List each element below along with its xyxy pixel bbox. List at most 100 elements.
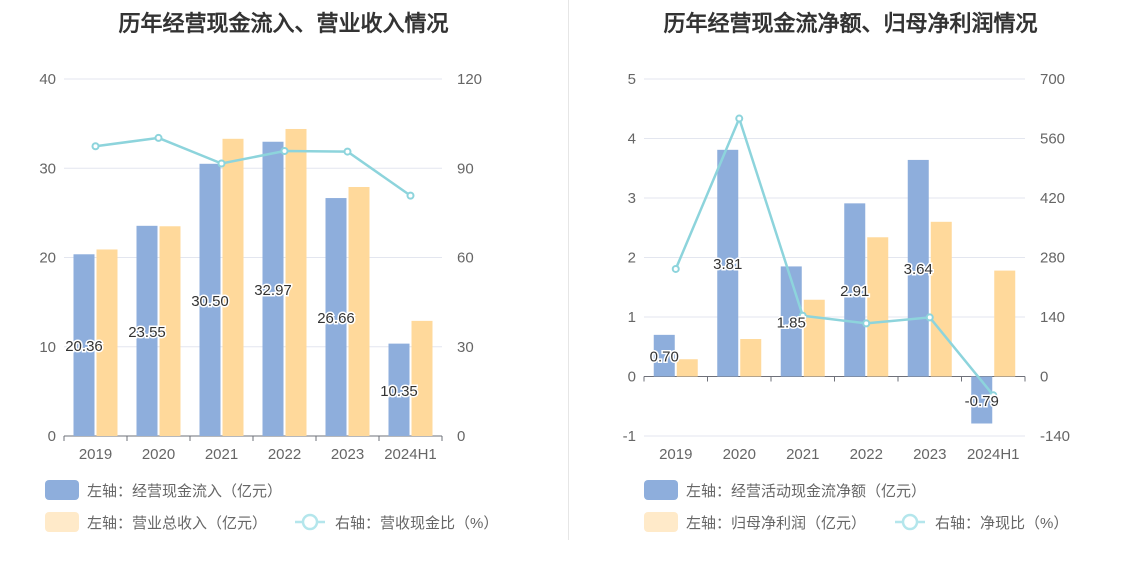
bar-series-1 [844, 203, 866, 377]
right-tick-label: 60 [457, 250, 474, 267]
left-tick-label: -1 [623, 428, 636, 445]
chart-svg: 0 10 20 30 40 0 30 60 90 120 2019 2020 2021 2022 2023 2… [39, 71, 498, 532]
bar-series-2 [803, 299, 825, 377]
chart-title: 历年经营现金流净额、归母净利润情况 [663, 11, 1038, 36]
bar-data-label: 3.64 [904, 261, 933, 278]
panel-divider [568, 0, 569, 540]
right-tick-label: 700 [1040, 71, 1065, 88]
line-point [406, 191, 415, 200]
bar-series-1 [717, 149, 739, 377]
x-tick-label: 2023 [913, 446, 946, 463]
chart-title: 历年经营现金流入、营业收入情况 [118, 11, 449, 36]
x-tick-label: 2023 [331, 446, 364, 463]
right-tick-label: 0 [1040, 369, 1048, 386]
bar-series-1 [907, 159, 929, 377]
bar-series-1 [262, 141, 284, 437]
right-tick-label: 120 [457, 71, 482, 88]
right-tick-label: 0 [457, 428, 465, 445]
line-point [343, 147, 352, 156]
bar-series-1 [73, 254, 95, 436]
bar-series-2 [285, 128, 307, 437]
legend-swatch-bar-2 [644, 512, 678, 532]
x-tick-label: 2024H1 [967, 446, 1020, 463]
left-tick-label: 5 [628, 71, 636, 88]
legend-label: 右轴：净现比（%） [935, 515, 1068, 532]
legend-swatch-bar-2 [45, 512, 79, 532]
line-point [671, 264, 680, 273]
bar-data-label: 10.35 [380, 383, 418, 400]
x-tick-label: 2024H1 [384, 446, 437, 463]
bar-series-1 [325, 198, 347, 436]
bar-data-label: 30.50 [191, 293, 229, 310]
bar-data-label: 1.85 [777, 314, 806, 331]
legend-label: 左轴：归母净利润（亿元） [686, 515, 866, 532]
line-point [91, 142, 100, 151]
x-tick-label: 2021 [786, 446, 819, 463]
line-point [798, 311, 807, 320]
x-tick-label: 2022 [268, 446, 301, 463]
left-tick-label: 0 [628, 369, 636, 386]
bar-data-label: 23.55 [128, 324, 166, 341]
bar-series-2 [222, 138, 244, 437]
left-tick-label: 1 [628, 309, 636, 326]
bar-data-label: 0.70 [650, 349, 679, 366]
left-tick-label: 0 [48, 428, 56, 445]
line-point [989, 391, 998, 400]
x-tick-label: 2020 [142, 446, 175, 463]
bar-data-label: -0.79 [965, 393, 999, 410]
line-series [95, 136, 412, 197]
x-tick-label: 2020 [723, 446, 756, 463]
left-tick-label: 20 [39, 250, 56, 267]
line-point [735, 114, 744, 123]
chart-svg: -1 0 1 2 3 4 5 -140 0 140 280 420 560 700 2019 2020 2021… [623, 71, 1070, 532]
left-tick-label: 30 [39, 160, 56, 177]
bar-series-1 [136, 225, 158, 436]
left-tick-label: 2 [628, 250, 636, 267]
right-tick-label: 280 [1040, 250, 1065, 267]
right-tick-label: 420 [1040, 190, 1065, 207]
bar-data-label: 3.81 [713, 256, 742, 273]
line-series [674, 114, 995, 396]
right-tick-label: 140 [1040, 309, 1065, 326]
bar-series-1 [199, 163, 221, 436]
legend-swatch-point [901, 513, 919, 531]
bar-series-2 [411, 320, 433, 436]
left-tick-label: 4 [628, 131, 636, 148]
left-tick-label: 10 [39, 339, 56, 356]
bar-series-2 [867, 237, 889, 377]
legend-label: 右轴：营收现金比（%） [335, 515, 498, 532]
line-point [154, 133, 163, 142]
bar-series-2 [740, 339, 762, 377]
bar-series-1 [388, 343, 410, 436]
bar-data-label: 2.91 [840, 283, 869, 300]
chart-panel-right: 历年经营现金流净额、归母净利润情况 -1 0 1 2 3 4 5 -140 0 140 280 420… [567, 0, 1134, 582]
x-tick-label: 2021 [205, 446, 238, 463]
right-tick-label: 30 [457, 339, 474, 356]
line-point [280, 146, 289, 155]
bar-series-1 [653, 334, 675, 377]
bar-data-label: 26.66 [317, 310, 355, 327]
bar-series-2 [348, 186, 370, 436]
bar-data-label: 20.36 [65, 338, 103, 355]
legend-swatch-bar-1 [45, 480, 79, 500]
right-tick-label: -140 [1040, 428, 1070, 445]
bar-series-2 [930, 221, 952, 377]
bar-series-2 [159, 226, 181, 436]
left-tick-label: 40 [39, 71, 56, 88]
line-point [862, 319, 871, 328]
right-tick-label: 560 [1040, 131, 1065, 148]
bar-series-2 [96, 249, 118, 436]
x-tick-label: 2019 [659, 446, 692, 463]
legend-swatch-point [301, 513, 319, 531]
bar-series-2 [994, 270, 1016, 377]
chart-panel-left: 历年经营现金流入、营业收入情况 0 10 20 30 40 0 30 60 90 120 2019 2… [39, 11, 498, 532]
bar-data-label: 32.97 [254, 282, 292, 299]
legend-swatch-bar-1 [644, 480, 678, 500]
legend-label: 左轴：经营现金流入（亿元） [87, 483, 282, 500]
x-tick-label: 2022 [850, 446, 883, 463]
line-point [217, 159, 226, 168]
line-point [925, 313, 934, 322]
right-tick-label: 90 [457, 160, 474, 177]
legend-label: 左轴：营业总收入（亿元） [87, 515, 267, 532]
legend-label: 左轴：经营活动现金流净额（亿元） [686, 483, 926, 500]
